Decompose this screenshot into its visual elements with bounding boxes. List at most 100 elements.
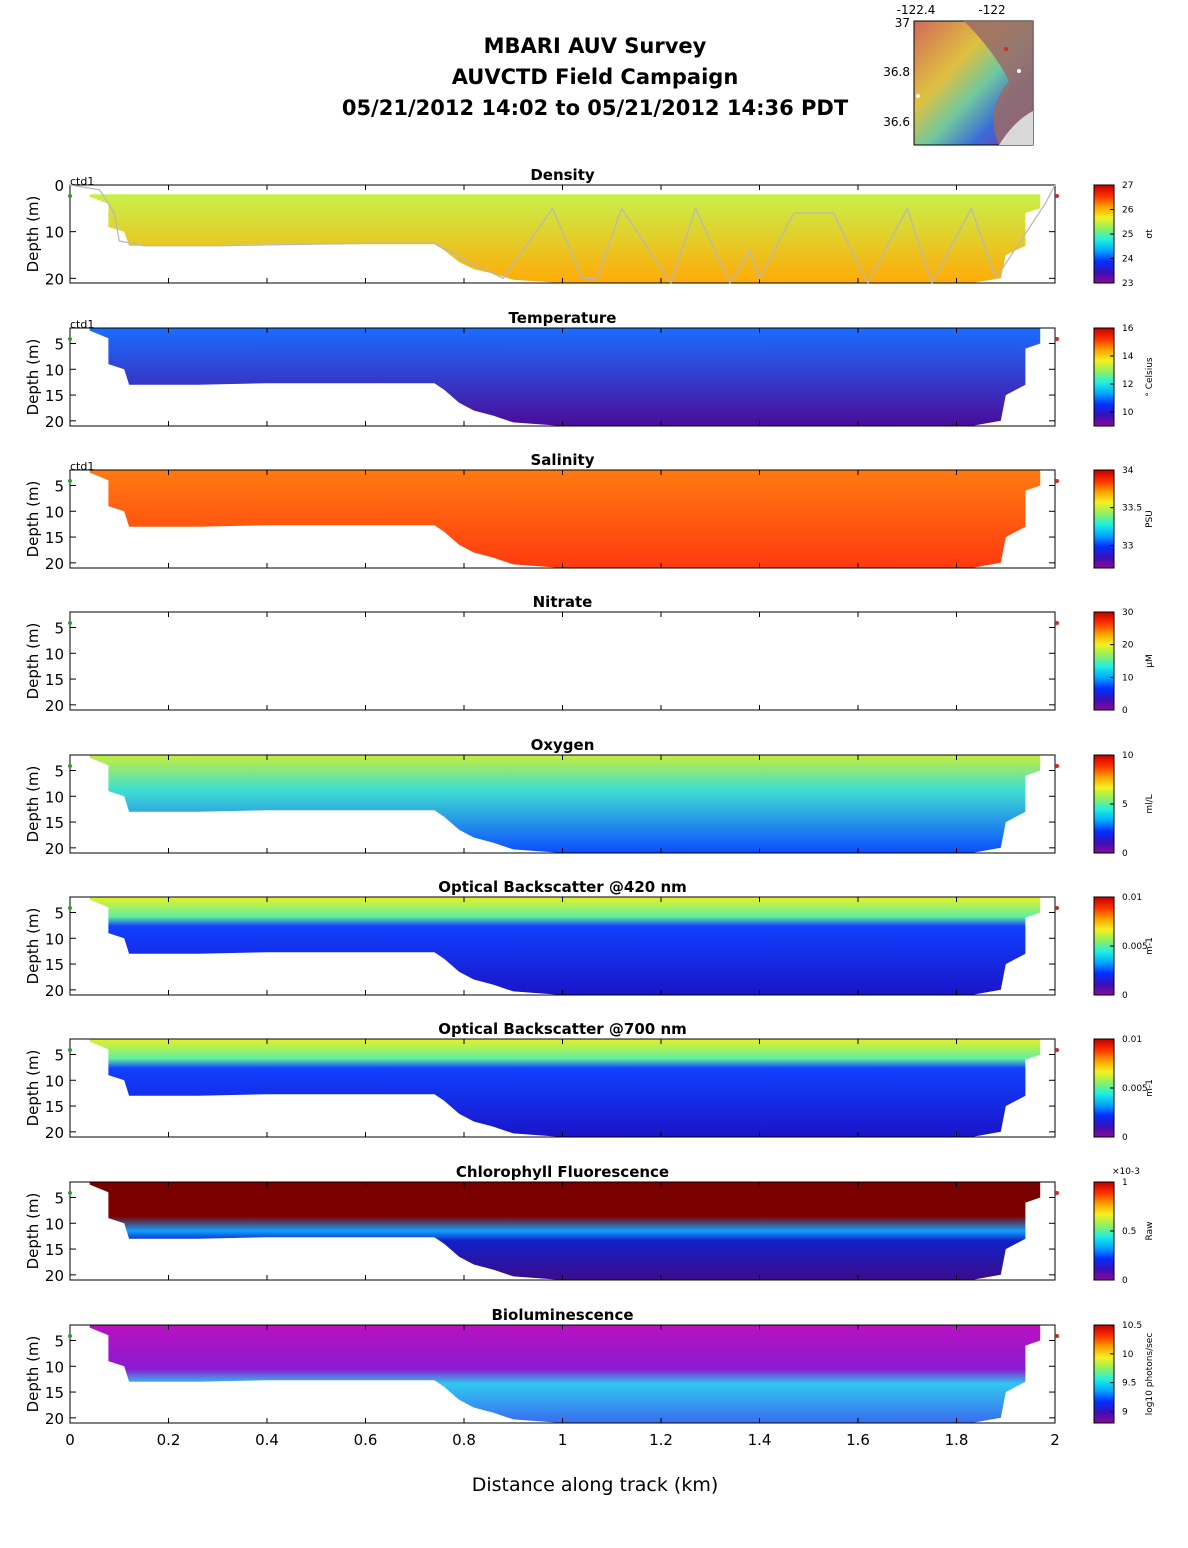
- y-tick-label: 5: [54, 762, 64, 780]
- end-marker: [1055, 337, 1059, 341]
- y-tick-label: 10: [45, 930, 64, 948]
- colorbar-tick-label: 27: [1122, 181, 1133, 191]
- colorbar-tick-label: 24: [1122, 255, 1134, 265]
- map-lat-label: 36.6: [883, 115, 910, 129]
- start-marker: [68, 764, 72, 768]
- start-marker: [68, 1334, 72, 1338]
- x-tick-label: 1.8: [945, 1431, 969, 1449]
- y-tick-label: 5: [54, 1332, 64, 1350]
- x-tick-label: 1.6: [846, 1431, 870, 1449]
- start-marker: [68, 621, 72, 625]
- y-tick-label: 15: [45, 1098, 64, 1116]
- colorbar-tick-label: 0.5: [1122, 1227, 1136, 1237]
- y-tick-label: 5: [54, 619, 64, 637]
- colorbar-tick-label: 16: [1122, 324, 1134, 334]
- section-field: [89, 897, 1041, 995]
- start-marker: [68, 1191, 72, 1195]
- colorbar: [1093, 1324, 1115, 1424]
- colorbar: [1093, 611, 1115, 711]
- colorbar-tick-label: 10.5: [1122, 1321, 1142, 1331]
- colorbar-tick-label: 5: [1122, 800, 1128, 810]
- x-axis-label: Distance along track (km): [471, 1474, 719, 1496]
- colorbar-tick-label: 0: [1122, 1133, 1128, 1143]
- start-marker: [68, 1048, 72, 1052]
- y-tick-label: 10: [45, 1072, 64, 1090]
- y-tick-label: 15: [45, 387, 64, 405]
- y-axis-label: Depth (m): [24, 1336, 42, 1413]
- colorbar-tick-label: 0.01: [1122, 893, 1142, 903]
- colorbar-label: μM: [1145, 654, 1155, 668]
- section-field: [89, 1182, 1041, 1280]
- end-marker: [1055, 621, 1059, 625]
- y-tick-label: 10: [45, 788, 64, 806]
- colorbar-tick-label: 30: [1122, 608, 1134, 618]
- y-tick-label: 20: [45, 270, 64, 288]
- colorbar-tick-label: 0: [1122, 849, 1128, 859]
- colorbar-tick-label: 9.5: [1122, 1379, 1136, 1389]
- y-tick-label: 5: [54, 1046, 64, 1064]
- title-line-1: MBARI AUV Survey: [483, 34, 707, 58]
- section-field: [89, 1039, 1041, 1137]
- map-lat-label: 36.8: [883, 65, 910, 79]
- colorbar-tick-label: 33: [1122, 541, 1133, 551]
- start-marker: [68, 194, 72, 198]
- colorbar-tick-label: 25: [1122, 230, 1133, 240]
- colorbar-tick-label: 0.005: [1122, 942, 1148, 952]
- map-land: [964, 21, 1033, 145]
- panel-title: Density: [530, 166, 595, 184]
- panel-7: Optical Backscatter @700 nm 5 10 15 20Depth …: [24, 1020, 1155, 1143]
- colorbar: [1093, 469, 1115, 569]
- x-tick-label: 1.4: [748, 1431, 772, 1449]
- y-tick-label: 20: [45, 982, 64, 1000]
- y-tick-label: 20: [45, 413, 64, 431]
- colorbar-tick-label: 0: [1122, 706, 1128, 716]
- y-tick-label: 5: [54, 904, 64, 922]
- colorbar-label: ml/L: [1145, 794, 1155, 813]
- end-marker: [1055, 906, 1059, 910]
- colorbar-label: Raw: [1145, 1222, 1155, 1241]
- end-marker: [1055, 479, 1059, 483]
- y-tick-label: 10: [45, 645, 64, 663]
- y-tick-label: 20: [45, 555, 64, 573]
- colorbar-label: σt: [1145, 229, 1155, 239]
- y-axis-label: Depth (m): [24, 1050, 42, 1127]
- y-axis-label: Depth (m): [24, 766, 42, 843]
- colorbar-tick-label: 1: [1122, 1178, 1128, 1188]
- section-field: [89, 1325, 1041, 1423]
- colorbar-tick-label: 10: [1122, 673, 1134, 683]
- colorbar-label: log10 photons/sec: [1145, 1333, 1155, 1416]
- colorbar: [1093, 327, 1115, 427]
- y-tick-label: 15: [45, 1384, 64, 1402]
- map-lat-label: 37: [895, 16, 910, 30]
- colorbar-tick-label: 10: [1122, 1350, 1134, 1360]
- y-tick-label: 5: [54, 477, 64, 495]
- colorbar-label: PSU: [1145, 510, 1155, 528]
- section-field: [89, 470, 1041, 568]
- x-tick-label: 0: [65, 1431, 75, 1449]
- y-tick-label: 5: [54, 335, 64, 353]
- y-tick-label: 15: [45, 956, 64, 974]
- y-tick-label: 5: [54, 1189, 64, 1207]
- y-tick-label: 20: [45, 1410, 64, 1428]
- y-tick-label: 20: [45, 840, 64, 858]
- end-marker: [1055, 764, 1059, 768]
- end-marker: [1055, 1334, 1059, 1338]
- map-marker: [916, 94, 920, 98]
- colorbar-tick-label: 0.005: [1122, 1084, 1148, 1094]
- platform-label: ctd1: [70, 460, 94, 473]
- panel-title: Nitrate: [533, 593, 593, 611]
- map-lon-label: -122: [978, 3, 1005, 17]
- colorbar-tick-label: 33.5: [1122, 504, 1142, 514]
- vehicle-track: [69, 184, 1056, 285]
- panel-title: Chlorophyll Fluorescence: [456, 1163, 669, 1181]
- colorbar-label: ° Celsius: [1145, 357, 1155, 397]
- y-tick-label: 15: [45, 1241, 64, 1259]
- colorbar-tick-label: 14: [1122, 352, 1134, 362]
- x-tick-label: 0.4: [255, 1431, 279, 1449]
- y-axis-label: Depth (m): [24, 623, 42, 700]
